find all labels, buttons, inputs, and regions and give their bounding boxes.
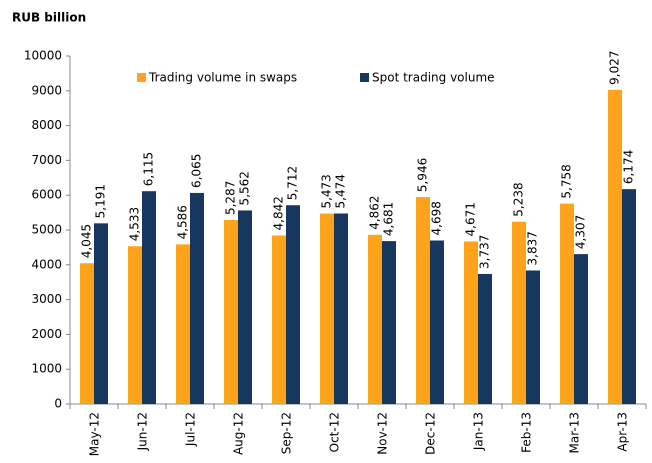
bar (526, 270, 540, 404)
value-label: 3,737 (478, 235, 492, 269)
bar (128, 246, 142, 404)
legend-label: Trading volume in swaps (148, 71, 297, 85)
value-label: 5,758 (560, 164, 574, 198)
x-tick-label: Jan-13 (472, 412, 486, 451)
value-label: 6,065 (190, 154, 204, 188)
value-label: 4,533 (128, 207, 142, 241)
bar (430, 240, 444, 404)
bar (478, 273, 492, 404)
y-tick-label: 9000 (31, 83, 62, 97)
x-tick-label: Nov-12 (376, 412, 390, 455)
bar (416, 197, 430, 404)
bar (94, 223, 108, 404)
value-label: 5,712 (286, 166, 300, 200)
value-label: 4,307 (574, 215, 588, 249)
value-label: 6,174 (622, 150, 636, 184)
x-tick-label: Apr-13 (616, 412, 630, 452)
legend-label: Spot trading volume (372, 71, 495, 85)
bar (622, 189, 636, 404)
bar (574, 254, 588, 404)
value-label: 6,115 (142, 152, 156, 186)
value-label: 5,473 (320, 174, 334, 208)
bar (608, 89, 622, 404)
bar (176, 244, 190, 404)
value-label: 5,287 (224, 181, 238, 215)
value-label: 4,671 (464, 202, 478, 236)
y-tick-label: 3000 (31, 292, 62, 306)
value-label: 4,586 (176, 205, 190, 239)
bar (224, 220, 238, 404)
value-label: 5,474 (334, 174, 348, 208)
y-axis-label: RUB billion (12, 11, 86, 25)
value-label: 5,191 (94, 184, 108, 218)
y-tick-label: 4000 (31, 257, 62, 271)
x-tick-label: Mar-13 (568, 412, 582, 453)
y-tick-label: 6000 (31, 188, 62, 202)
x-tick-label: Jul-12 (184, 412, 198, 447)
y-tick-label: 0 (54, 397, 62, 411)
bar (368, 234, 382, 404)
bar (560, 203, 574, 404)
y-tick-label: 8000 (31, 118, 62, 132)
bar (238, 210, 252, 404)
x-tick-label: Oct-12 (328, 412, 342, 452)
bar (382, 241, 396, 404)
bar (464, 241, 478, 404)
value-label: 5,946 (416, 158, 430, 192)
x-tick-label: May-12 (88, 412, 102, 456)
value-label: 5,562 (238, 171, 252, 205)
x-tick-label: Jun-12 (136, 412, 150, 451)
y-tick-label: 2000 (31, 327, 62, 341)
bar (512, 221, 526, 404)
y-tick-label: 7000 (31, 153, 62, 167)
bar (272, 235, 286, 404)
legend-swatch (137, 73, 146, 82)
bar (334, 213, 348, 404)
x-tick-label: Aug-12 (232, 412, 246, 455)
bar (190, 192, 204, 404)
x-tick-label: Feb-13 (520, 412, 534, 453)
value-label: 4,698 (430, 201, 444, 235)
legend-swatch (360, 73, 369, 82)
bar (142, 191, 156, 404)
x-tick-label: Dec-12 (424, 412, 438, 455)
y-tick-label: 5000 (31, 223, 62, 237)
y-tick-label: 1000 (31, 362, 62, 376)
value-label: 5,238 (512, 182, 526, 216)
x-tick-label: Sep-12 (280, 412, 294, 454)
value-label: 4,045 (80, 224, 94, 258)
value-label: 3,837 (526, 231, 540, 265)
bar (286, 205, 300, 404)
value-label: 4,681 (382, 202, 396, 236)
value-label: 4,842 (272, 196, 286, 230)
y-tick-label: 10000 (24, 49, 62, 63)
bar (80, 263, 94, 404)
bar (320, 213, 334, 404)
value-label: 9,027 (608, 51, 622, 85)
value-label: 4,862 (368, 195, 382, 229)
